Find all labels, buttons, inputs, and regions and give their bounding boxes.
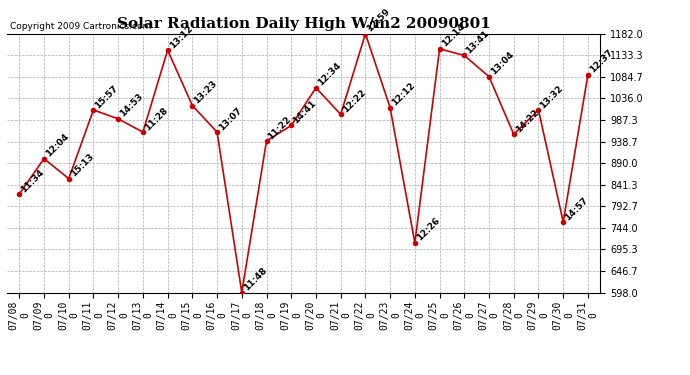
Text: 12:04: 12:04: [44, 132, 70, 159]
Text: 13:07: 13:07: [217, 105, 244, 132]
Text: 13:41: 13:41: [464, 29, 491, 56]
Text: 12:26: 12:26: [415, 216, 442, 243]
Text: 13:23: 13:23: [193, 79, 219, 105]
Text: 12:37: 12:37: [588, 48, 615, 75]
Text: 11:34: 11:34: [19, 168, 46, 194]
Text: 13:12: 13:12: [168, 24, 194, 50]
Text: 11:28: 11:28: [143, 105, 170, 132]
Text: 14:41: 14:41: [291, 99, 318, 126]
Text: 14:57: 14:57: [563, 195, 590, 222]
Text: 12:14: 12:14: [440, 22, 466, 49]
Text: 13:04: 13:04: [489, 50, 515, 77]
Text: 14:22: 14:22: [514, 108, 540, 134]
Text: 13:32: 13:32: [538, 83, 565, 110]
Text: 12:59: 12:59: [366, 7, 392, 34]
Text: 11:22: 11:22: [266, 114, 293, 141]
Text: 15:13: 15:13: [69, 152, 95, 178]
Title: Solar Radiation Daily High W/m2 20090801: Solar Radiation Daily High W/m2 20090801: [117, 17, 491, 31]
Text: 12:12: 12:12: [390, 81, 417, 108]
Text: 14:53: 14:53: [118, 92, 145, 119]
Text: 12:34: 12:34: [316, 61, 343, 88]
Text: Copyright 2009 Cartronics.com: Copyright 2009 Cartronics.com: [10, 22, 151, 31]
Text: 12:22: 12:22: [341, 88, 367, 114]
Text: 11:48: 11:48: [241, 266, 268, 292]
Text: 15:57: 15:57: [93, 83, 120, 110]
